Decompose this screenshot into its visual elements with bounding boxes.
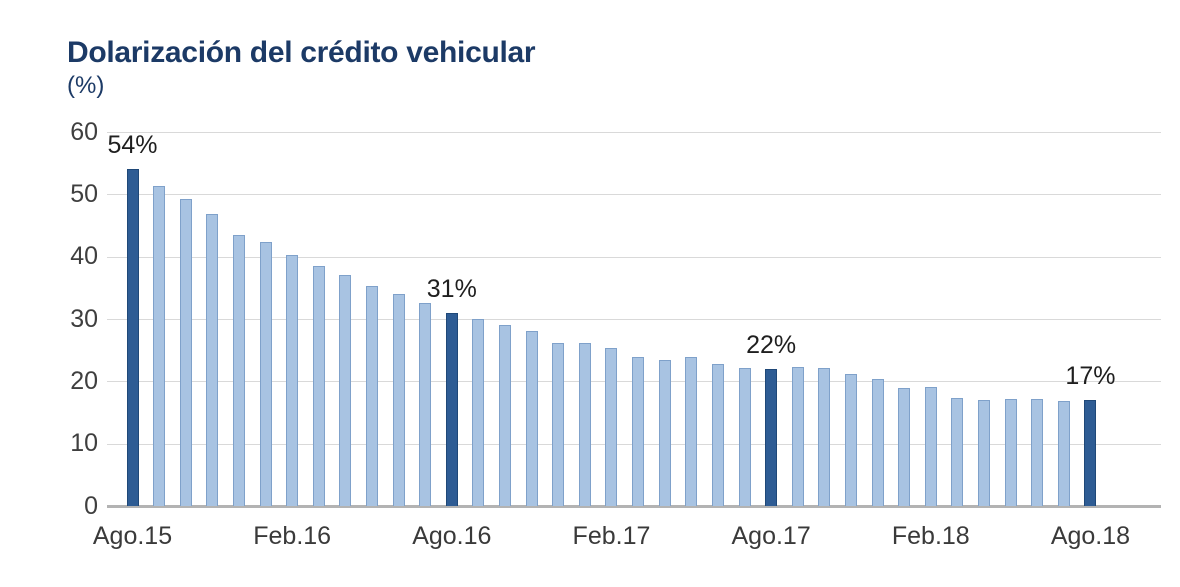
chart-title: Dolarización del crédito vehicular xyxy=(67,36,536,69)
bar-Sep.17 xyxy=(791,366,804,506)
x-tick-label-Ago.16: Ago.16 xyxy=(412,522,492,550)
x-tick-label-Feb.18: Feb.18 xyxy=(891,522,970,550)
chart-subtitle: (%) xyxy=(67,72,105,99)
gridline-50 xyxy=(107,194,1161,196)
bar-Ene.16 xyxy=(259,242,272,506)
x-tick-label-Ago.18: Ago.18 xyxy=(1050,522,1131,550)
bar-Feb.16 xyxy=(286,254,299,506)
bar-Jul.17 xyxy=(738,367,751,506)
bar-Dic.17 xyxy=(871,379,884,506)
bar-Oct.17 xyxy=(818,368,831,506)
bar-highlighted-Ago.16 xyxy=(445,312,458,506)
bar-value-label-Ago.16: 31% xyxy=(426,274,477,303)
bar-May.18 xyxy=(1004,399,1017,506)
bar-Jun.16 xyxy=(392,294,405,506)
gridline-40 xyxy=(107,256,1161,258)
bar-Jul.18 xyxy=(1057,400,1070,506)
bar-highlighted-Ago.15 xyxy=(126,169,139,506)
bar-Feb.18 xyxy=(924,386,937,506)
x-tick-label-Ago.17: Ago.17 xyxy=(731,522,811,550)
bar-Nov.17 xyxy=(844,373,857,506)
bar-Mar.17 xyxy=(632,357,645,506)
bar-May.17 xyxy=(685,357,698,506)
bar-Oct.16 xyxy=(499,324,512,506)
gridline-30 xyxy=(107,319,1161,320)
bar-Nov.16 xyxy=(525,331,538,506)
bar-Abr.17 xyxy=(658,359,671,506)
bar-May.16 xyxy=(365,285,378,506)
y-tick-label-40: 40 xyxy=(70,242,98,271)
bar-highlighted-Ago.17 xyxy=(765,368,778,506)
bar-Abr.18 xyxy=(978,400,991,506)
x-tick-label-Ago.15: Ago.15 xyxy=(92,522,173,550)
bar-Oct.15 xyxy=(179,199,192,506)
bar-Dic.16 xyxy=(552,343,565,506)
bar-Sep.15 xyxy=(153,185,166,506)
bar-Sep.16 xyxy=(472,319,485,506)
y-tick-label-60: 60 xyxy=(70,117,98,146)
y-tick-label-30: 30 xyxy=(70,304,98,333)
x-axis-line xyxy=(107,505,1161,508)
bar-Feb.17 xyxy=(605,348,618,506)
bar-Ene.17 xyxy=(578,342,591,506)
bar-Jun.17 xyxy=(711,363,724,506)
x-tick-label-Feb.17: Feb.17 xyxy=(572,522,651,550)
x-tick-label-Feb.16: Feb.16 xyxy=(253,522,332,550)
bar-Nov.15 xyxy=(206,213,219,506)
gridline-60 xyxy=(107,132,1161,133)
y-tick-label-10: 10 xyxy=(70,429,98,458)
y-tick-label-20: 20 xyxy=(70,366,98,395)
y-tick-label-50: 50 xyxy=(70,179,98,208)
bar-Abr.16 xyxy=(339,275,352,506)
bar-Jul.16 xyxy=(419,302,432,506)
bar-value-label-Ago.15: 54% xyxy=(107,131,158,160)
bar-Dic.15 xyxy=(232,235,245,506)
bar-highlighted-Ago.18 xyxy=(1084,400,1097,506)
plot-area: 0 10 20 30 40 50 60 54% 31% 22% 17% Ago.15 Feb.16 Ago… xyxy=(70,119,1161,549)
bar-Mar.18 xyxy=(951,397,964,506)
bar-value-label-Ago.17: 22% xyxy=(746,330,797,359)
bar-Mar.16 xyxy=(312,266,325,506)
y-tick-label-0: 0 xyxy=(84,491,98,520)
bar-Ene.18 xyxy=(898,387,911,506)
bar-Jun.18 xyxy=(1031,399,1044,506)
bar-value-label-Ago.18: 17% xyxy=(1065,362,1116,391)
